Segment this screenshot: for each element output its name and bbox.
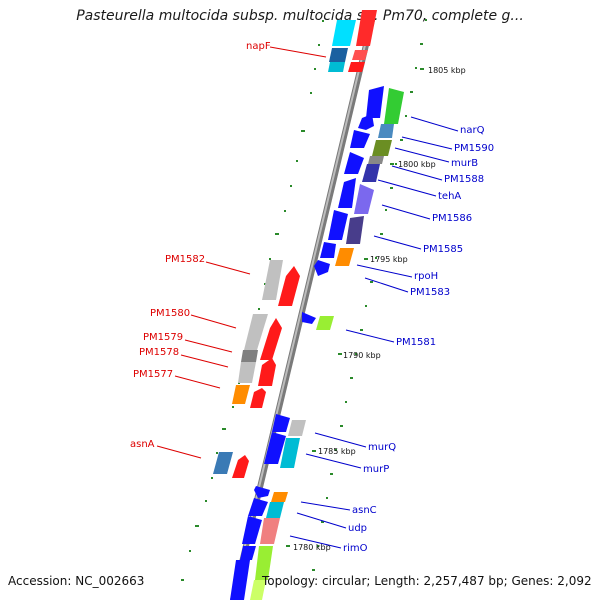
gene-label-asnC[interactable]: asnC <box>352 505 377 516</box>
gene-label-asnA[interactable]: asnA <box>130 439 155 450</box>
reverse-leader-lines <box>156 46 327 459</box>
gene-label-PM1588[interactable]: PM1588 <box>444 174 484 185</box>
gene-label-PM1585[interactable]: PM1585 <box>423 244 463 255</box>
gene-label-murB[interactable]: murB <box>451 158 478 169</box>
gene-label-PM1581[interactable]: PM1581 <box>396 337 436 348</box>
gene-label-rimO[interactable]: rimO <box>343 543 368 554</box>
reverse-strand-genes[interactable] <box>213 10 377 478</box>
scale-label: 1795 kbp <box>370 255 408 264</box>
scale-label: 1800 kbp <box>398 160 436 169</box>
gene-label-PM1590[interactable]: PM1590 <box>454 143 494 154</box>
gene-label-PM1579[interactable]: PM1579 <box>143 332 183 343</box>
scale-label: 1780 kbp <box>293 543 331 552</box>
scale-label: 1790 kbp <box>343 351 381 360</box>
gene-label-PM1583[interactable]: PM1583 <box>410 287 450 298</box>
gene-label-narQ[interactable]: narQ <box>460 125 485 136</box>
kbp-ticks <box>286 68 424 547</box>
genome-summary-text: Topology: circular; Length: 2,257,487 bp… <box>262 574 592 588</box>
forward-leader-lines <box>289 116 459 549</box>
gene-label-PM1582[interactable]: PM1582 <box>165 254 205 265</box>
forward-strand-genes[interactable] <box>230 86 404 600</box>
scale-label: 1805 kbp <box>428 66 466 75</box>
gene-label-PM1578[interactable]: PM1578 <box>139 347 179 358</box>
scale-label: 1785 kbp <box>318 447 356 456</box>
accession-text: Accession: NC_002663 <box>8 574 145 588</box>
gene-label-PM1580[interactable]: PM1580 <box>150 308 190 319</box>
gene-label-PM1577[interactable]: PM1577 <box>133 369 173 380</box>
gene-label-PM1586[interactable]: PM1586 <box>432 213 472 224</box>
gene-label-murP[interactable]: murP <box>363 464 389 475</box>
outer-tick-ring <box>312 19 427 571</box>
gene-label-rpoH[interactable]: rpoH <box>414 271 438 282</box>
gene-label-murQ[interactable]: murQ <box>368 442 396 453</box>
map-title: Pasteurella multocida subsp. multocida s… <box>76 8 524 24</box>
gene-label-udp[interactable]: udp <box>348 523 367 534</box>
gene-label-tehA[interactable]: tehA <box>438 191 461 202</box>
gene-label-napF[interactable]: napF <box>246 41 271 52</box>
